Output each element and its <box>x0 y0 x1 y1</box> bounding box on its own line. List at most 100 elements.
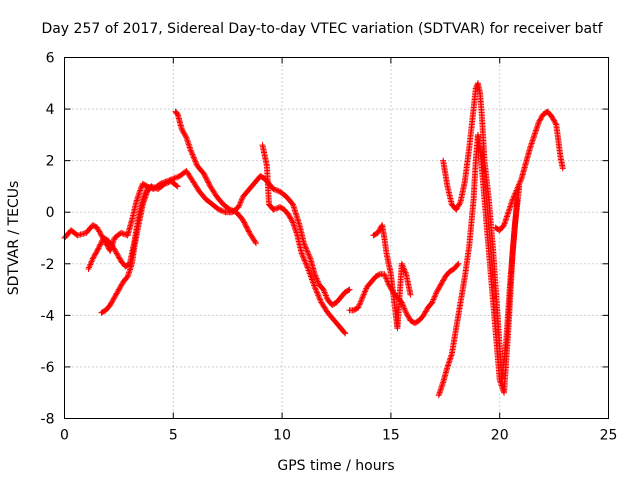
data-point <box>236 201 243 208</box>
series-sat-g <box>370 222 414 332</box>
data-point <box>86 262 93 269</box>
data-point <box>118 229 125 236</box>
y-tick-label: 6 <box>46 51 55 67</box>
data-point <box>342 330 349 337</box>
data-point <box>515 183 522 190</box>
data-point <box>428 300 435 307</box>
data-point <box>286 213 293 220</box>
data-point <box>551 117 558 124</box>
data-point <box>91 251 98 258</box>
data-point <box>551 118 558 125</box>
data-point <box>422 308 429 315</box>
data-point <box>118 281 125 288</box>
data-point <box>550 116 557 123</box>
data-point <box>314 291 321 298</box>
data-point <box>172 174 179 181</box>
data-point <box>116 255 123 262</box>
data-point <box>429 297 436 304</box>
data-point <box>205 179 212 186</box>
data-point <box>407 291 414 298</box>
data-point <box>311 271 318 278</box>
data-point <box>437 282 444 289</box>
axis-ticks <box>64 57 609 419</box>
data-point <box>112 291 119 298</box>
data-point <box>361 289 368 296</box>
data-point <box>304 248 311 255</box>
data-point <box>115 286 122 293</box>
data-point <box>237 199 244 206</box>
data-point <box>313 275 320 282</box>
data-point <box>514 186 521 193</box>
data-point <box>189 151 196 158</box>
data-point <box>453 206 460 213</box>
data-point <box>116 285 123 292</box>
data-point <box>317 296 324 303</box>
data-point <box>559 165 566 172</box>
data-point <box>456 200 463 207</box>
data-point <box>201 171 208 178</box>
x-tick-label: 10 <box>273 428 291 444</box>
data-point <box>270 186 277 193</box>
data-point <box>218 207 225 214</box>
data-point <box>110 295 117 302</box>
data-point <box>114 289 121 296</box>
data-point <box>549 115 556 122</box>
data-point <box>112 249 119 256</box>
data-point <box>302 244 309 251</box>
data-points <box>61 80 566 399</box>
data-point <box>301 256 308 263</box>
data-point <box>192 158 199 165</box>
data-point <box>537 116 544 123</box>
data-point <box>95 227 102 234</box>
data-point <box>241 219 248 226</box>
data-point <box>285 211 292 218</box>
data-point <box>137 186 144 193</box>
data-point <box>174 174 181 181</box>
data-point <box>181 131 188 138</box>
data-point <box>97 231 104 238</box>
series-sat-e <box>259 142 349 337</box>
data-point <box>111 246 118 253</box>
data-point <box>431 295 438 302</box>
data-point <box>302 260 309 267</box>
data-point <box>515 181 522 188</box>
data-point <box>401 305 408 312</box>
data-point <box>287 214 294 221</box>
data-point <box>404 312 411 319</box>
data-point <box>431 293 438 300</box>
data-point <box>375 228 382 235</box>
data-point <box>345 287 352 294</box>
data-point <box>432 290 439 297</box>
data-point <box>245 228 252 235</box>
data-point <box>241 220 248 227</box>
data-point <box>405 313 412 320</box>
x-tick-label: 25 <box>600 428 618 444</box>
data-point <box>375 271 382 278</box>
data-point <box>359 294 366 301</box>
series-sat-d <box>172 108 259 247</box>
y-tick-label: -2 <box>41 257 55 273</box>
data-point <box>423 307 430 314</box>
x-tick-labels: 0 5 10 15 20 25 <box>60 428 617 444</box>
data-point <box>287 215 294 222</box>
data-point <box>288 216 295 223</box>
grid-lines <box>64 57 609 419</box>
data-point <box>215 206 222 213</box>
data-point <box>89 257 96 264</box>
data-point <box>87 261 94 268</box>
data-point <box>382 274 389 281</box>
data-point <box>381 272 388 279</box>
data-point <box>321 289 328 296</box>
data-point <box>109 242 116 249</box>
data-point <box>435 285 442 292</box>
data-point <box>204 176 211 183</box>
data-point <box>171 175 178 182</box>
data-point <box>238 196 245 203</box>
data-point <box>440 277 447 284</box>
data-point <box>298 250 305 257</box>
data-point <box>107 302 114 309</box>
data-point <box>305 250 312 257</box>
data-point <box>398 260 405 267</box>
data-point <box>180 129 187 136</box>
data-point <box>454 204 461 211</box>
